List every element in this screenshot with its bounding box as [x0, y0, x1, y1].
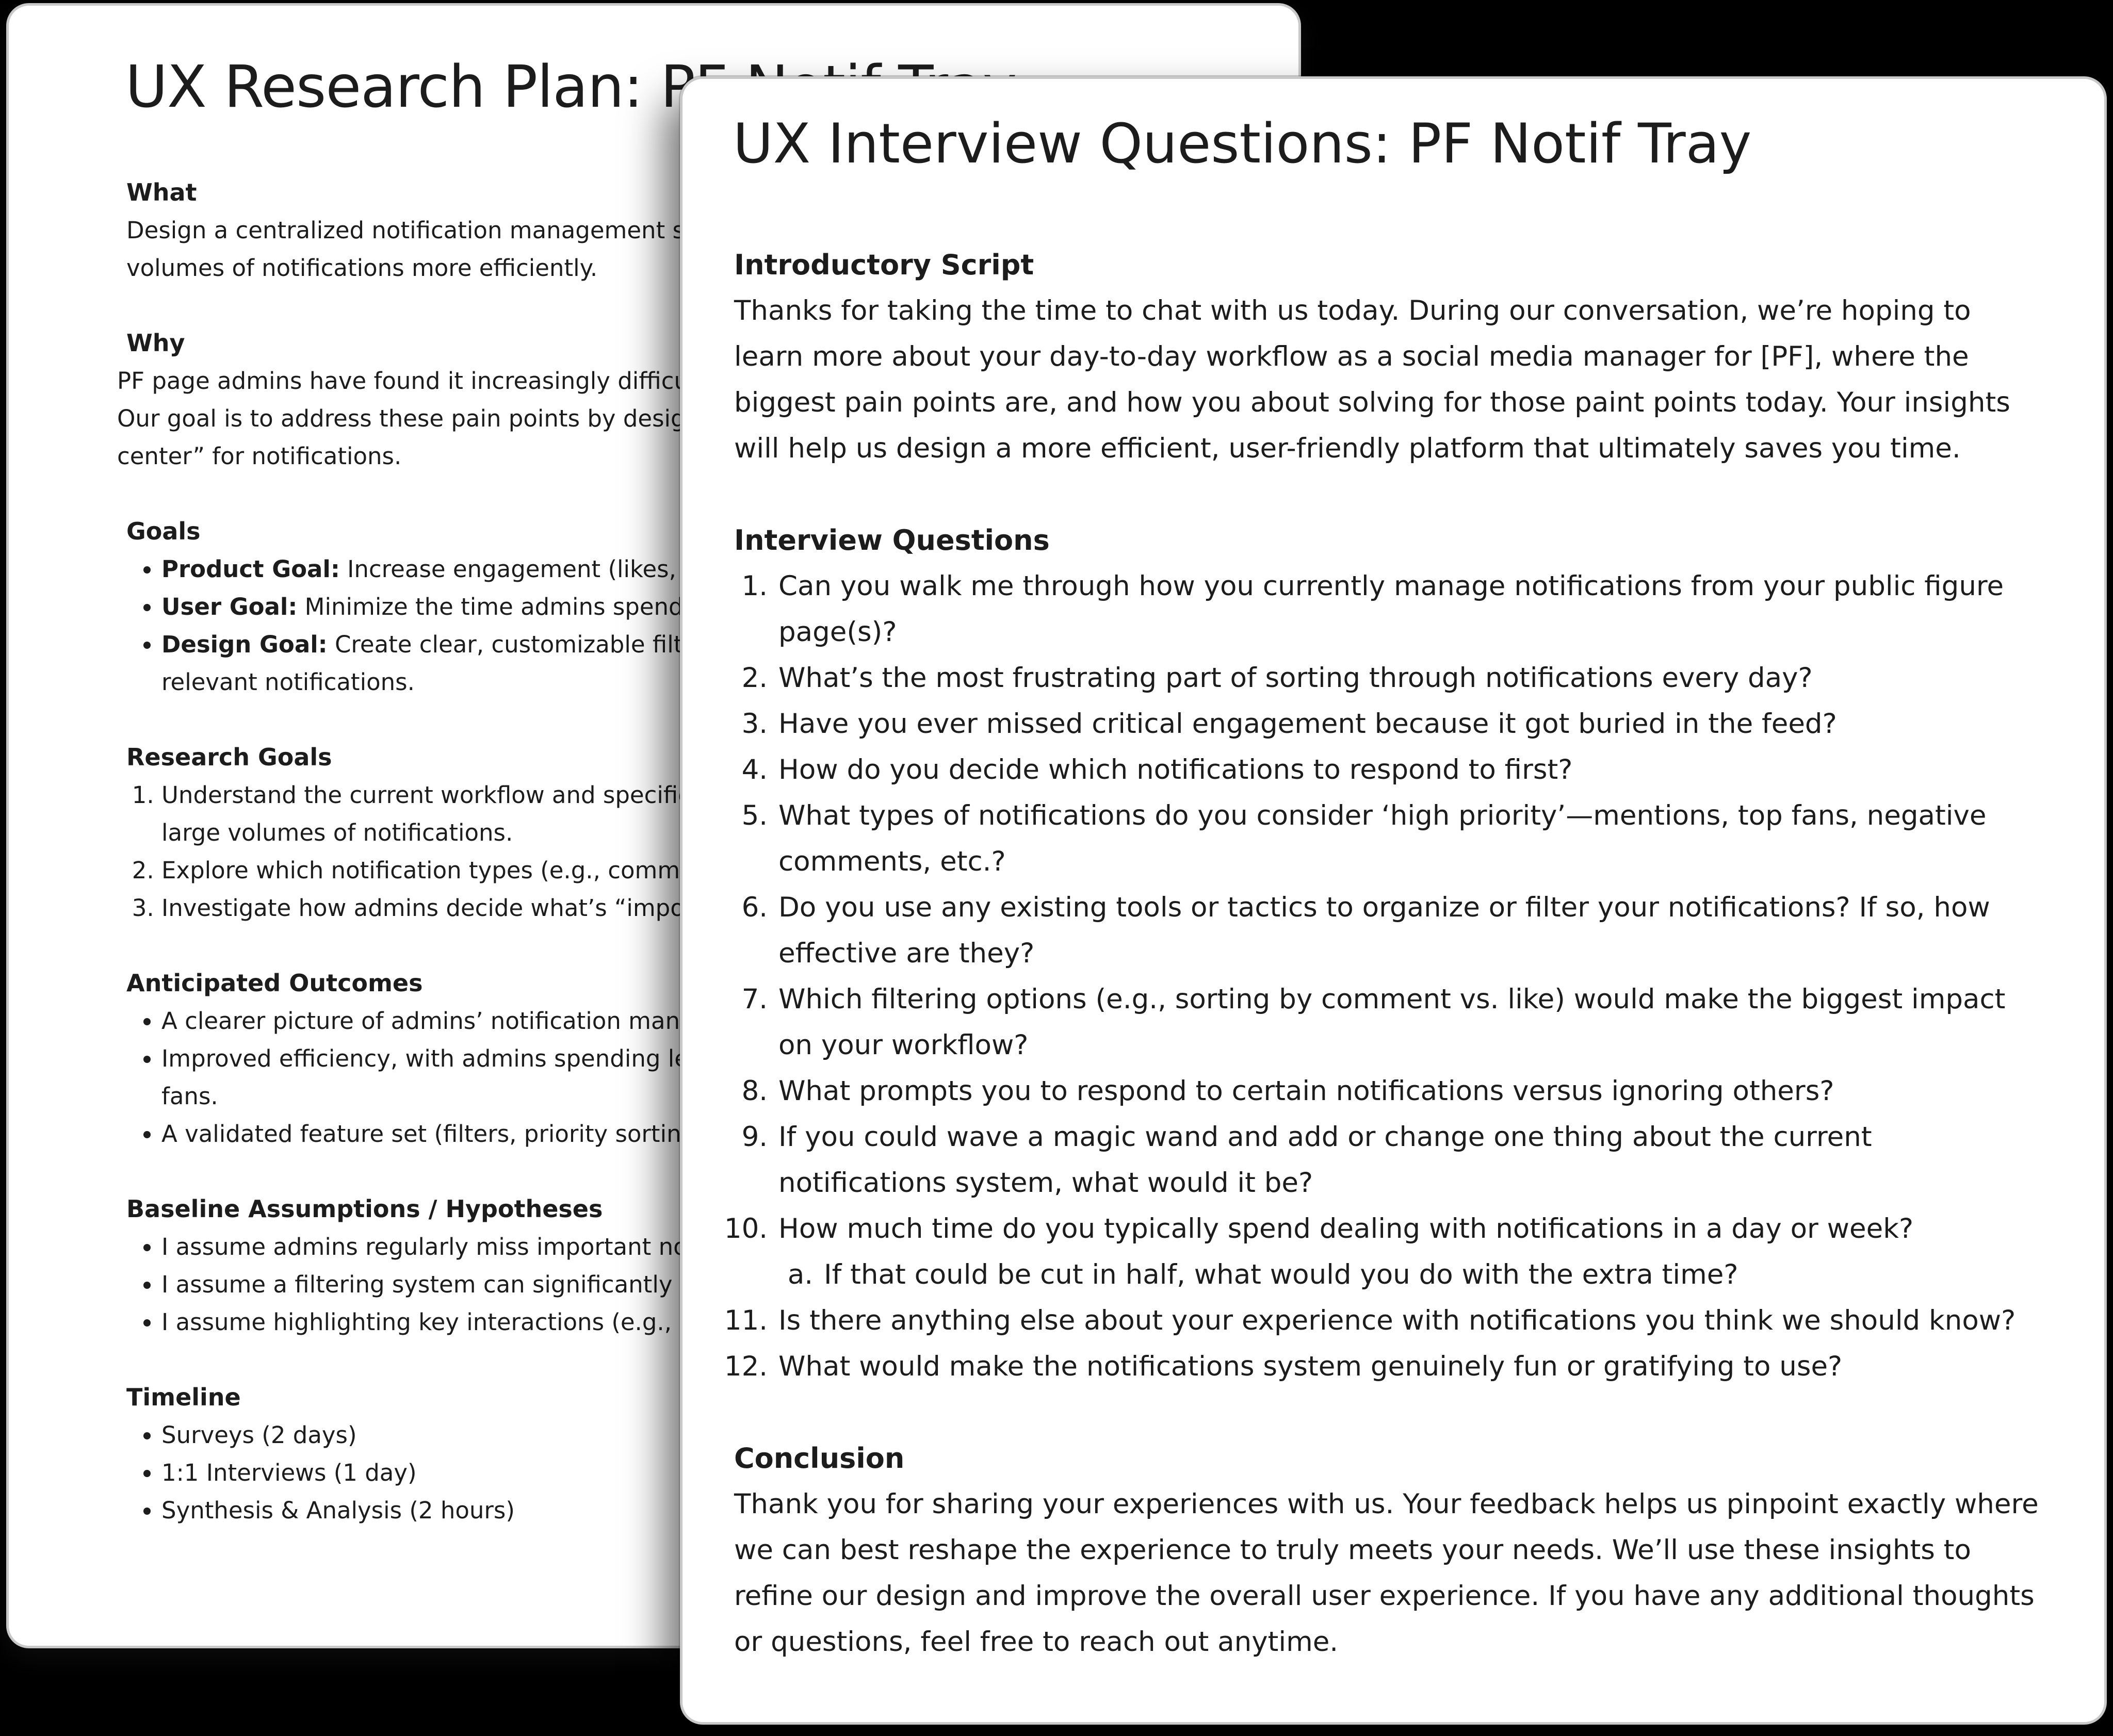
- questions-section: Interview Questions Can you walk me thro…: [734, 517, 2044, 1389]
- assumptions-heading: Baseline Assumptions / Hypotheses: [126, 1195, 603, 1223]
- list-item: How much time do you typically spend dea…: [776, 1206, 2044, 1298]
- list-item: If that could be cut in half, what would…: [822, 1252, 2044, 1298]
- sub-questions-list: If that could be cut in half, what would…: [778, 1252, 2044, 1298]
- goal-label: Product Goal:: [161, 555, 340, 583]
- interview-questions-title: UX Interview Questions: PF Notif Tray: [733, 112, 1752, 175]
- questions-heading: Interview Questions: [734, 524, 1050, 556]
- goals-heading: Goals: [126, 517, 201, 545]
- conclusion-heading: Conclusion: [734, 1442, 905, 1475]
- intro-text: Thanks for taking the time to chat with …: [734, 295, 2010, 464]
- list-item: What’s the most frustrating part of sort…: [776, 655, 2044, 701]
- timeline-list: Surveys (2 days) 1:1 Interviews (1 day) …: [126, 1416, 1261, 1529]
- intro-section: Introductory Script Thanks for taking th…: [734, 242, 2044, 471]
- list-item: What types of notifications do you consi…: [776, 793, 2044, 885]
- list-item: What prompts you to respond to certain n…: [776, 1068, 2044, 1114]
- intro-heading: Introductory Script: [734, 249, 1034, 281]
- list-item: Surveys (2 days): [161, 1416, 1261, 1454]
- question-text: How much time do you typically spend dea…: [778, 1213, 1914, 1244]
- interview-questions-card: UX Interview Questions: PF Notif Tray In…: [680, 76, 2107, 1725]
- list-item: 1:1 Interviews (1 day): [161, 1454, 1261, 1492]
- list-item: Synthesis & Analysis (2 hours): [161, 1492, 1261, 1529]
- questions-list: Can you walk me through how you currentl…: [734, 563, 2044, 1389]
- list-item: Is there anything else about your experi…: [776, 1298, 2044, 1344]
- list-item: If you could wave a magic wand and add o…: [776, 1114, 2044, 1206]
- conclusion-text: Thank you for sharing your experiences w…: [734, 1488, 2039, 1658]
- goal-label: User Goal:: [161, 593, 298, 620]
- conclusion-section: Conclusion Thank you for sharing your ex…: [734, 1435, 2044, 1665]
- goal-label: Design Goal:: [161, 631, 328, 658]
- list-item: Which filtering options (e.g., sorting b…: [776, 976, 2044, 1068]
- list-item: Can you walk me through how you currentl…: [776, 563, 2044, 655]
- list-item: How do you decide which notifications to…: [776, 747, 2044, 793]
- timeline-section: Timeline Surveys (2 days) 1:1 Interviews…: [126, 1379, 1261, 1529]
- research-goals-heading: Research Goals: [126, 743, 332, 771]
- why-heading: Why: [126, 329, 185, 357]
- timeline-heading: Timeline: [126, 1383, 241, 1411]
- list-item: What would make the notifications system…: [776, 1344, 2044, 1389]
- list-item: Do you use any existing tools or tactics…: [776, 885, 2044, 976]
- what-heading: What: [126, 178, 197, 206]
- interview-questions-body: Introductory Script Thanks for taking th…: [734, 242, 2044, 1711]
- anticipated-outcomes-heading: Anticipated Outcomes: [126, 969, 423, 997]
- list-item: Have you ever missed critical engagement…: [776, 701, 2044, 747]
